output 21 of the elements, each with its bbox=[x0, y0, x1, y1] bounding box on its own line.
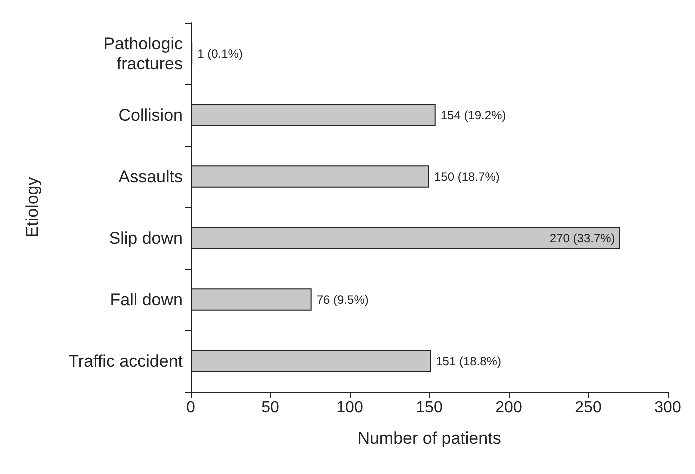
x-tick-label: 50 bbox=[262, 400, 280, 416]
data-label: 1 (0.1%) bbox=[198, 46, 243, 61]
x-tick-label: 150 bbox=[416, 400, 443, 416]
data-label: 270 (33.7%) bbox=[550, 231, 616, 246]
x-tick-label: 250 bbox=[575, 400, 602, 416]
x-axis-title: Number of patients bbox=[358, 429, 502, 448]
data-label: 76 (9.5%) bbox=[316, 292, 369, 307]
x-tick-label: 200 bbox=[496, 400, 522, 416]
y-tick-label: Assaults bbox=[118, 167, 183, 186]
data-label: 151 (18.8%) bbox=[436, 354, 502, 368]
y-tick-label: Fall down bbox=[110, 290, 183, 310]
y-tick-label: Traffic accident bbox=[68, 352, 184, 371]
x-tick-label: 100 bbox=[336, 400, 364, 416]
x-tick-label: 0 bbox=[186, 400, 196, 416]
data-label: 150 (18.7%) bbox=[434, 170, 500, 184]
y-axis-title: Etiology bbox=[23, 176, 42, 238]
data-label: 154 (19.2%) bbox=[440, 108, 506, 122]
x-tick-label: 300 bbox=[654, 400, 682, 416]
y-tick-label: Collision bbox=[118, 106, 183, 125]
y-tick-label: Pathologic fractures bbox=[104, 34, 184, 74]
y-tick-label: Slip down bbox=[109, 228, 183, 248]
